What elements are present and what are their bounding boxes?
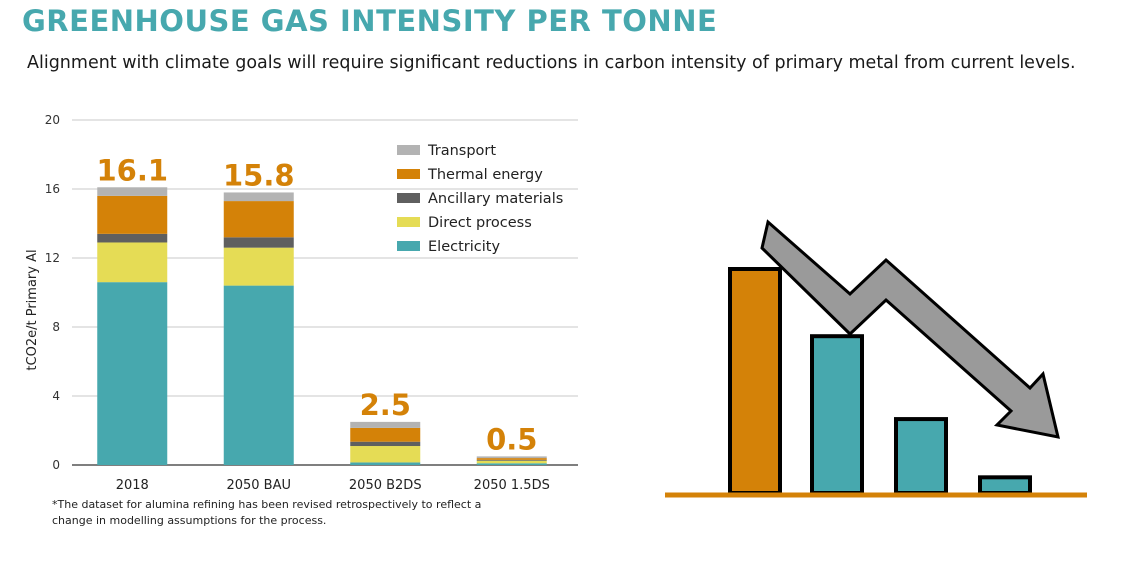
bar-total-label: 16.1 [96, 153, 168, 187]
bar-segment [476, 458, 547, 460]
y-tick-label: 8 [52, 320, 60, 334]
x-tick-label: 2050 BAU [226, 478, 291, 493]
legend-label: Thermal energy [427, 167, 543, 183]
y-tick-label: 4 [52, 389, 60, 403]
illustration-bar [894, 417, 948, 495]
page-subtitle: Alignment with climate goals will requir… [27, 53, 1076, 73]
bar-segment [476, 460, 547, 464]
bar-segment [97, 187, 168, 196]
bar-total-label: 0.5 [486, 422, 537, 456]
illustration-bar [810, 334, 864, 495]
down-trend-arrow-icon [760, 219, 1060, 439]
bar-segment [350, 446, 421, 463]
legend-swatch [397, 241, 420, 251]
bar-segment [223, 237, 294, 248]
bar-segment [476, 456, 547, 459]
legend-label: Direct process [428, 215, 532, 231]
declining-bars-arrow-icon [665, 219, 1087, 498]
legend-label: Ancillary materials [428, 191, 563, 207]
bar-segment [223, 201, 294, 238]
bar-segment [97, 282, 168, 465]
legend-swatch [397, 169, 420, 179]
bar-segment [97, 195, 168, 234]
bar-segment [350, 421, 421, 428]
bar-total-label: 2.5 [360, 388, 411, 422]
legend-swatch [397, 193, 420, 203]
bar-total-label: 15.8 [223, 158, 295, 192]
legend-label: Transport [427, 143, 496, 159]
illustration-bar [978, 475, 1032, 496]
bar-segment [97, 242, 168, 283]
x-tick-label: 2018 [116, 478, 149, 493]
bar-segment [350, 427, 421, 442]
bar-segment [223, 247, 294, 286]
legend-swatch [397, 145, 420, 155]
bar-segment [350, 441, 421, 447]
bar-segment [223, 285, 294, 465]
y-tick-label: 20 [45, 113, 60, 127]
x-tick-label: 2050 B2DS [349, 478, 422, 493]
y-tick-label: 16 [45, 182, 60, 196]
bar-segment [97, 233, 168, 243]
page-title: GREENHOUSE GAS INTENSITY PER TONNE [22, 4, 718, 38]
legend-label: Electricity [428, 239, 500, 255]
footnote: *The dataset for alumina refining has be… [52, 498, 482, 527]
x-tick-label: 2050 1.5DS [474, 478, 550, 493]
bar-segment [476, 459, 547, 461]
y-tick-label: 0 [52, 458, 60, 472]
stacked-bar-chart: 0 4 8 12 16 20 16.1 2018 15.8 2050 BAU 2.5 2050 B2… [25, 113, 578, 493]
legend-swatch [397, 217, 420, 227]
bar-segment [350, 462, 421, 465]
bar-segment [223, 192, 294, 202]
illustration-bar [728, 267, 782, 495]
y-tick-label: 12 [45, 251, 60, 265]
y-axis-label: tCO2e/t Primary Al [25, 249, 40, 370]
bar-segment [476, 463, 547, 465]
